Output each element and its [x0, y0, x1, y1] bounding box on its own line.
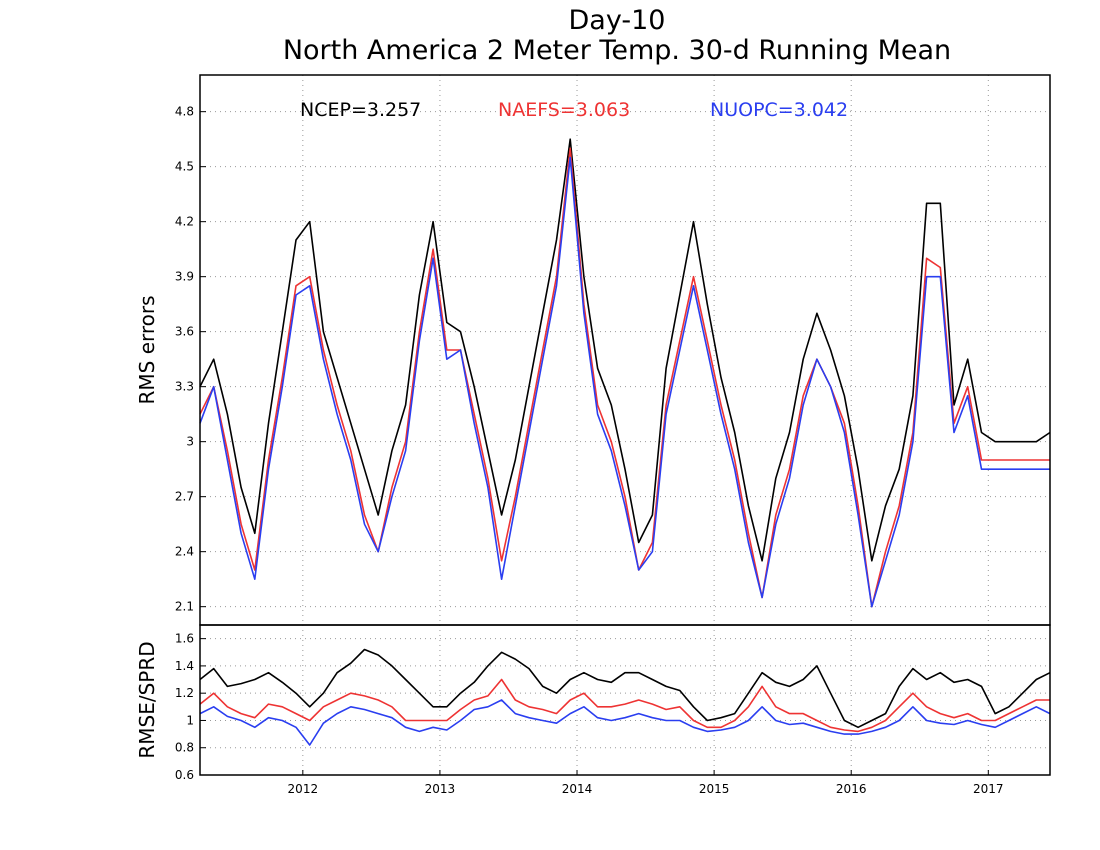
top-y-axis-label: RMS errors: [135, 295, 159, 404]
top-series-naefs: [199, 147, 1050, 608]
x-tick-label: 2012: [288, 782, 319, 796]
top-y-tick-label: 2.7: [175, 490, 194, 504]
bottom-series-lines: [199, 648, 1051, 746]
bottom-plot-frame: [199, 624, 1051, 776]
bottom-series-ncep: [199, 648, 1051, 729]
top-y-tick-label: 2.1: [175, 600, 194, 614]
top-y-tick-label: 3: [186, 435, 194, 449]
x-tick-label: 2014: [562, 782, 593, 796]
top-y-tick-label: 4.2: [175, 215, 194, 229]
legend-nuopc: NUOPC=3.042: [710, 99, 848, 121]
x-tick-label: 2016: [836, 782, 867, 796]
top-plot-frame: [199, 74, 1051, 626]
chart-title-line2: North America 2 Meter Temp. 30-d Running…: [283, 35, 951, 66]
bottom-y-axis-label: RMSE/SPRD: [135, 641, 159, 758]
legend-naefs: NAEFS=3.063: [498, 99, 630, 121]
top-y-tick-label: 4.5: [175, 160, 194, 174]
bottom-grid: [200, 625, 1050, 776]
top-y-tick-label: 3.3: [175, 380, 194, 394]
bottom-y-tick-label: 1.6: [175, 632, 194, 646]
top-y-tick-label: 4.8: [175, 105, 194, 119]
x-axis: 2012 2013 2014 2015 2016 2017: [288, 770, 1004, 796]
top-series-ncep: [199, 138, 1051, 562]
bottom-y-tick-label: 1.2: [175, 686, 194, 700]
bottom-y-tick-label: 1: [186, 713, 194, 727]
bottom-y-axis: 0.6 0.8 1 1.2 1.4 1.6: [175, 632, 206, 782]
chart-title-line1: Day-10: [569, 5, 666, 36]
x-tick-label: 2015: [699, 782, 730, 796]
top-y-tick-label: 2.4: [175, 545, 194, 559]
x-tick-label: 2017: [973, 782, 1004, 796]
bottom-series-nuopc: [199, 699, 1051, 746]
bottom-y-tick-label: 0.6: [175, 768, 194, 782]
top-y-tick-label: 3.6: [175, 325, 194, 339]
bottom-y-tick-label: 1.4: [175, 659, 194, 673]
bottom-series-naefs: [199, 678, 1050, 733]
top-grid: [200, 75, 1050, 625]
bottom-y-tick-label: 0.8: [175, 741, 194, 755]
top-series-nuopc: [199, 156, 1050, 608]
legend-ncep: NCEP=3.257: [300, 99, 421, 121]
top-y-tick-label: 3.9: [175, 270, 194, 284]
top-y-axis: 2.1 2.4 2.7 3 3.3 3.6 3.9 4.2 4.5 4.8: [175, 105, 206, 614]
top-series-lines: [199, 138, 1051, 608]
x-tick-label: 2013: [425, 782, 456, 796]
